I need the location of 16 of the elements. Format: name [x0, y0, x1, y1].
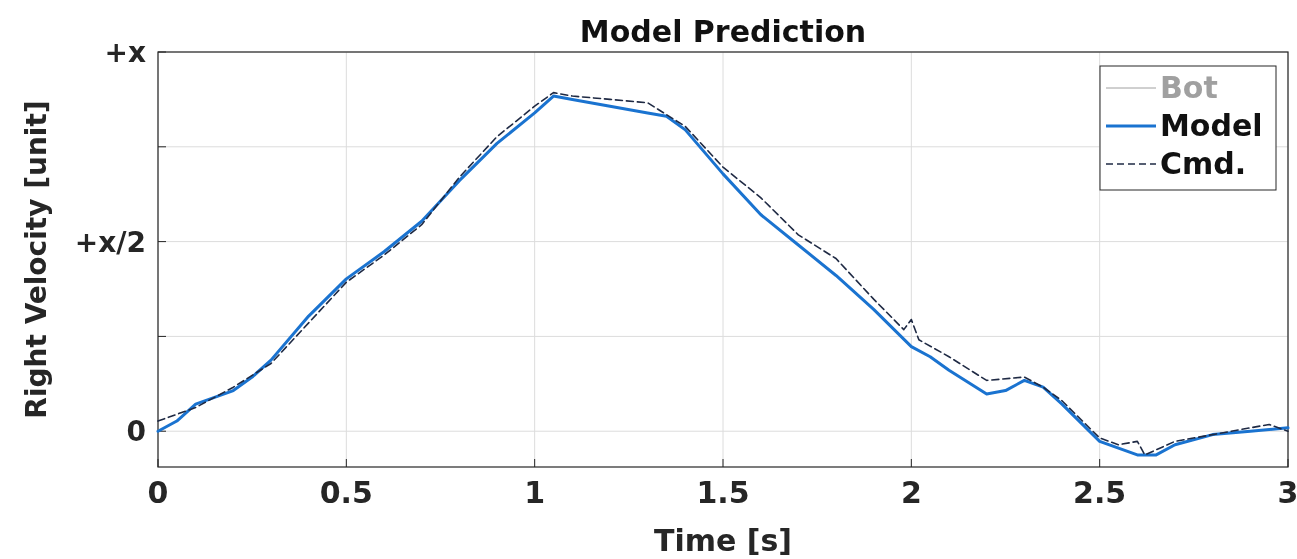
x-tick-label: 3 — [1277, 475, 1297, 510]
legend-label: Bot — [1160, 70, 1218, 105]
x-tick-label: 0 — [147, 475, 169, 510]
text: 0 — [126, 415, 146, 449]
legend-label: Cmd. — [1160, 146, 1247, 181]
y-axis-title: Right Velocity [unit] — [20, 100, 53, 419]
text: +x — [104, 36, 146, 69]
text: +x/2 — [74, 225, 146, 259]
x-tick-label: 1 — [524, 475, 546, 510]
legend-label: Model — [1160, 108, 1263, 143]
x-tick-label: 0.5 — [319, 475, 373, 510]
x-tick-label: 1.5 — [696, 475, 750, 510]
x-tick-label: 2.5 — [1073, 475, 1127, 510]
x-tick-label: 2 — [900, 475, 922, 510]
x-axis-title: Time [s] — [653, 523, 793, 558]
chart-title: Model Prediction — [579, 14, 867, 49]
